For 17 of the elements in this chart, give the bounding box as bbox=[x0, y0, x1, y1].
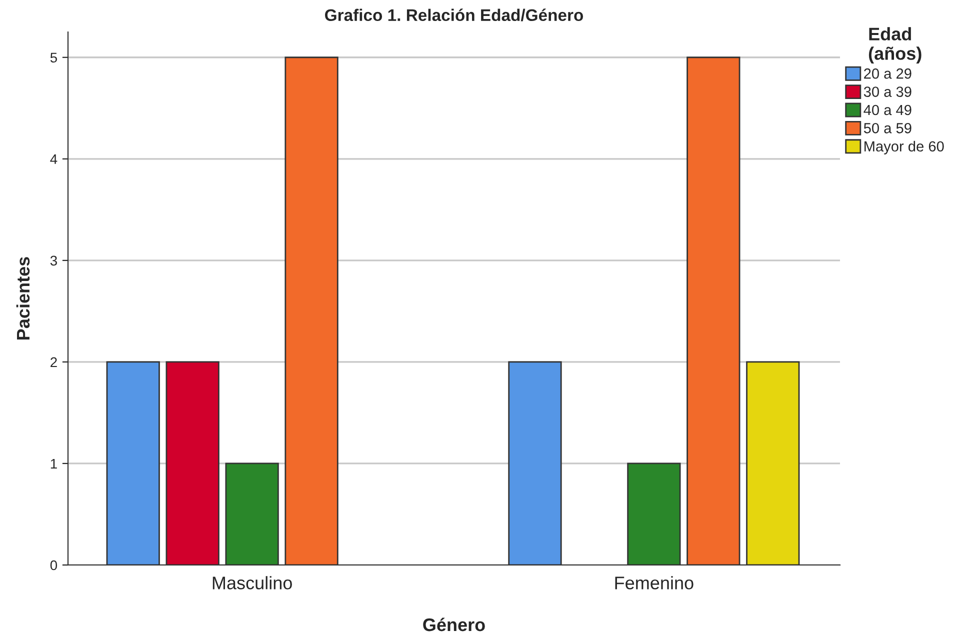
chart-title: Grafico 1. Relación Edad/Género bbox=[325, 8, 584, 22]
legend-label: 20 a 29 bbox=[864, 68, 912, 79]
y-tick-label: 4 bbox=[50, 154, 58, 164]
legend-title: Edad (años) bbox=[868, 27, 922, 64]
legend-label: 50 a 59 bbox=[864, 123, 912, 134]
legend-label: 30 a 39 bbox=[864, 86, 912, 97]
x-axis-title: Género bbox=[423, 618, 485, 632]
x-tick-label: Femenino bbox=[615, 576, 694, 590]
y-tick-label: 1 bbox=[50, 458, 57, 469]
x-tick-label: Masculino bbox=[212, 576, 292, 590]
legend-label: 40 a 49 bbox=[864, 104, 912, 116]
y-tick-label: 5 bbox=[50, 52, 57, 63]
y-tick-label: 3 bbox=[50, 256, 57, 266]
legend-label: Mayor de 60 bbox=[864, 140, 944, 154]
y-tick-label: 0 bbox=[50, 560, 58, 570]
y-axis-title: Pacientes bbox=[16, 257, 30, 340]
y-tick-label: 2 bbox=[50, 357, 57, 367]
